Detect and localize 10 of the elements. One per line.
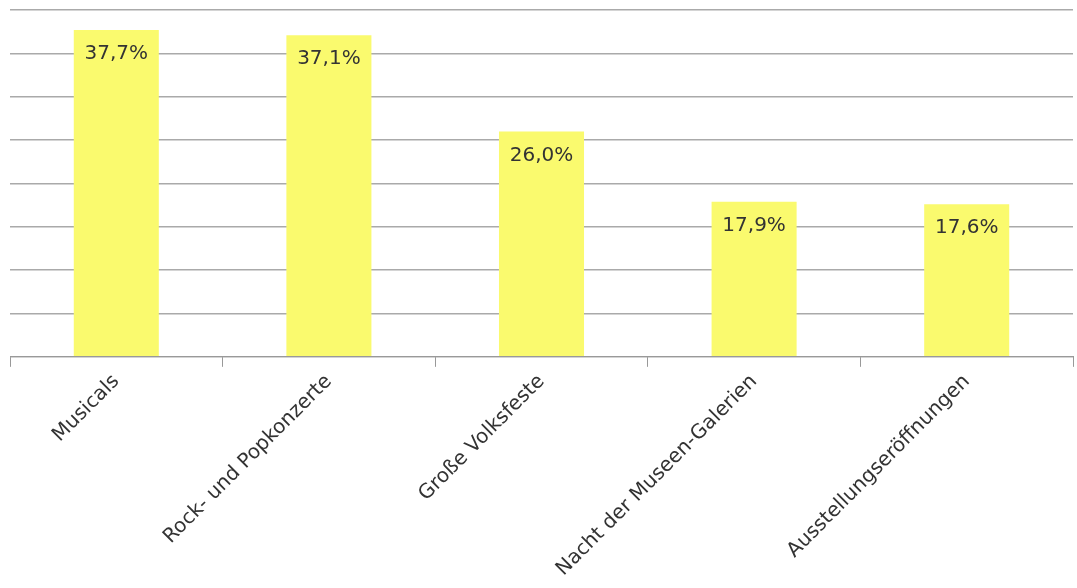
bar (286, 35, 372, 357)
bar (73, 29, 159, 357)
data-label: 17,6% (934, 214, 999, 239)
data-label: 37,7% (84, 40, 149, 65)
data-label: 37,1% (297, 45, 361, 70)
data-label: 26,0% (509, 141, 574, 166)
data-label: 17,9% (722, 211, 786, 236)
bar (924, 204, 1010, 357)
bar (711, 201, 797, 357)
bar (498, 131, 585, 357)
